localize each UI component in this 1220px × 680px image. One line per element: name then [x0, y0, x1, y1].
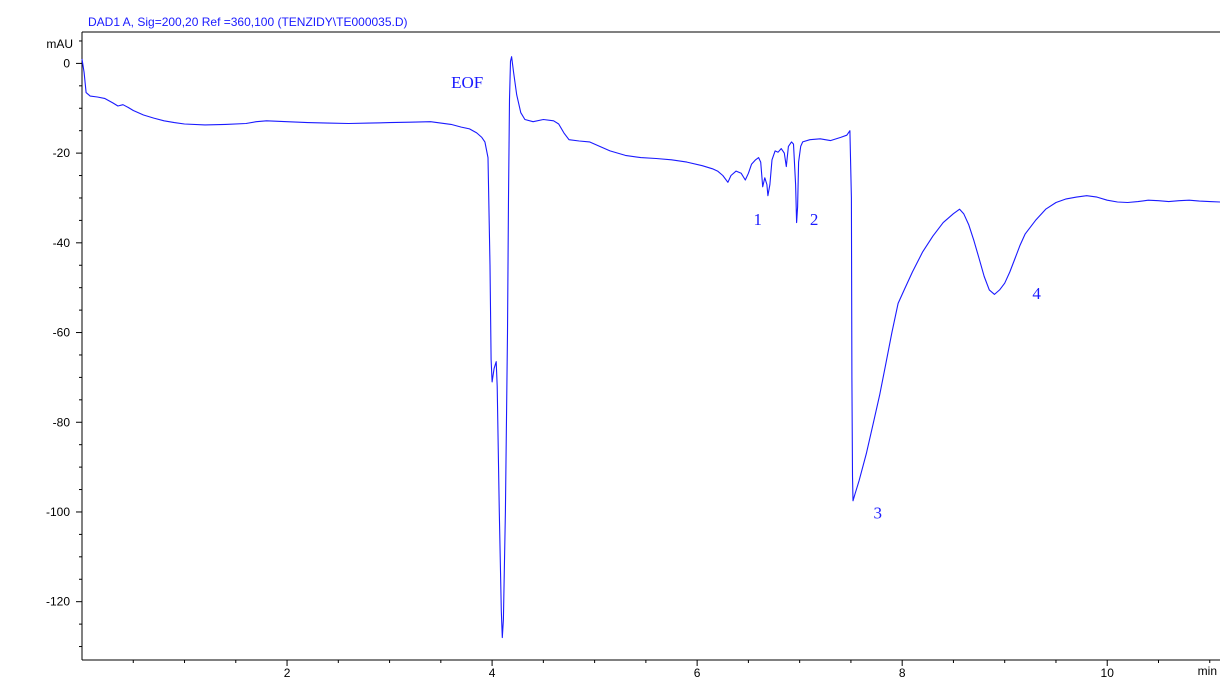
y-ticks: 0 -20 -40 -60 -80 -100 -120: [46, 40, 82, 648]
y-tick-label: -120: [46, 595, 70, 609]
y-tick-label: -20: [53, 146, 71, 160]
peak-label: 3: [873, 504, 882, 523]
peak-label: 1: [754, 210, 763, 229]
x-tick-label: 4: [489, 666, 496, 680]
y-tick-label: -60: [53, 326, 71, 340]
y-tick-label: 0: [63, 56, 70, 70]
x-tick-label: 6: [694, 666, 701, 680]
peak-label: 2: [810, 210, 819, 229]
y-tick-label: -80: [53, 415, 71, 429]
x-tick-label: 2: [284, 666, 291, 680]
signal-line: [81, 56, 1220, 639]
x-tick-label: 8: [899, 666, 906, 680]
x-tick-label: 10: [1101, 666, 1115, 680]
y-tick-label: -40: [53, 236, 71, 250]
x-ticks: 2 4 6 8 10: [132, 660, 1211, 680]
y-axis-label: mAU: [46, 37, 73, 51]
peak-annotations: EOF 1 2 3 4: [451, 73, 1041, 523]
peak-label: EOF: [451, 73, 483, 92]
x-axis-label: min: [1198, 664, 1217, 678]
chart-title: DAD1 A, Sig=200,20 Ref =360,100 (TENZIDY…: [88, 15, 408, 29]
peak-label: 4: [1032, 284, 1041, 303]
y-tick-label: -100: [46, 505, 70, 519]
